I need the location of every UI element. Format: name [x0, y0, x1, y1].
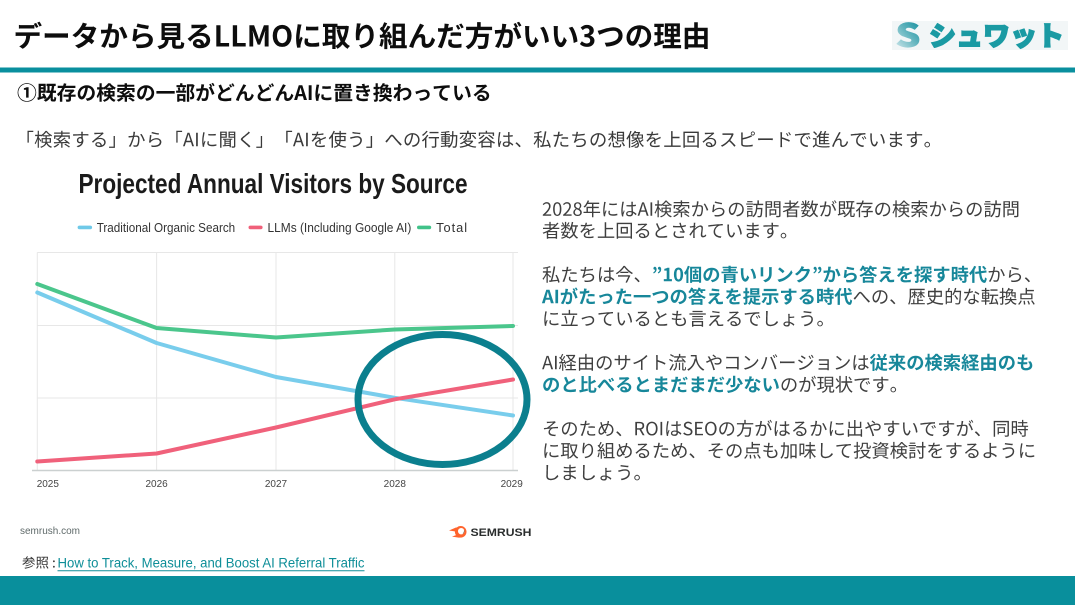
- svg-text:How to Track, Measure, and Boo: How to Track, Measure, and Boost AI Refe…: [58, 555, 365, 571]
- svg-text:2025: 2025: [37, 479, 60, 490]
- svg-text:2027: 2027: [265, 479, 288, 490]
- svg-text:2028: 2028: [384, 479, 407, 490]
- svg-text:Total: Total: [436, 220, 468, 235]
- svg-text:semrush.com: semrush.com: [20, 526, 80, 537]
- svg-text:SEMRUSH: SEMRUSH: [471, 527, 532, 539]
- svg-text:2026: 2026: [145, 479, 168, 490]
- svg-text:LLMs (Including Google AI): LLMs (Including Google AI): [268, 220, 412, 235]
- svg-text:2029: 2029: [501, 479, 524, 490]
- svg-text:Traditional Organic Search: Traditional Organic Search: [97, 220, 236, 235]
- svg-text:Projected Annual Visitors by S: Projected Annual Visitors by Source: [79, 168, 468, 199]
